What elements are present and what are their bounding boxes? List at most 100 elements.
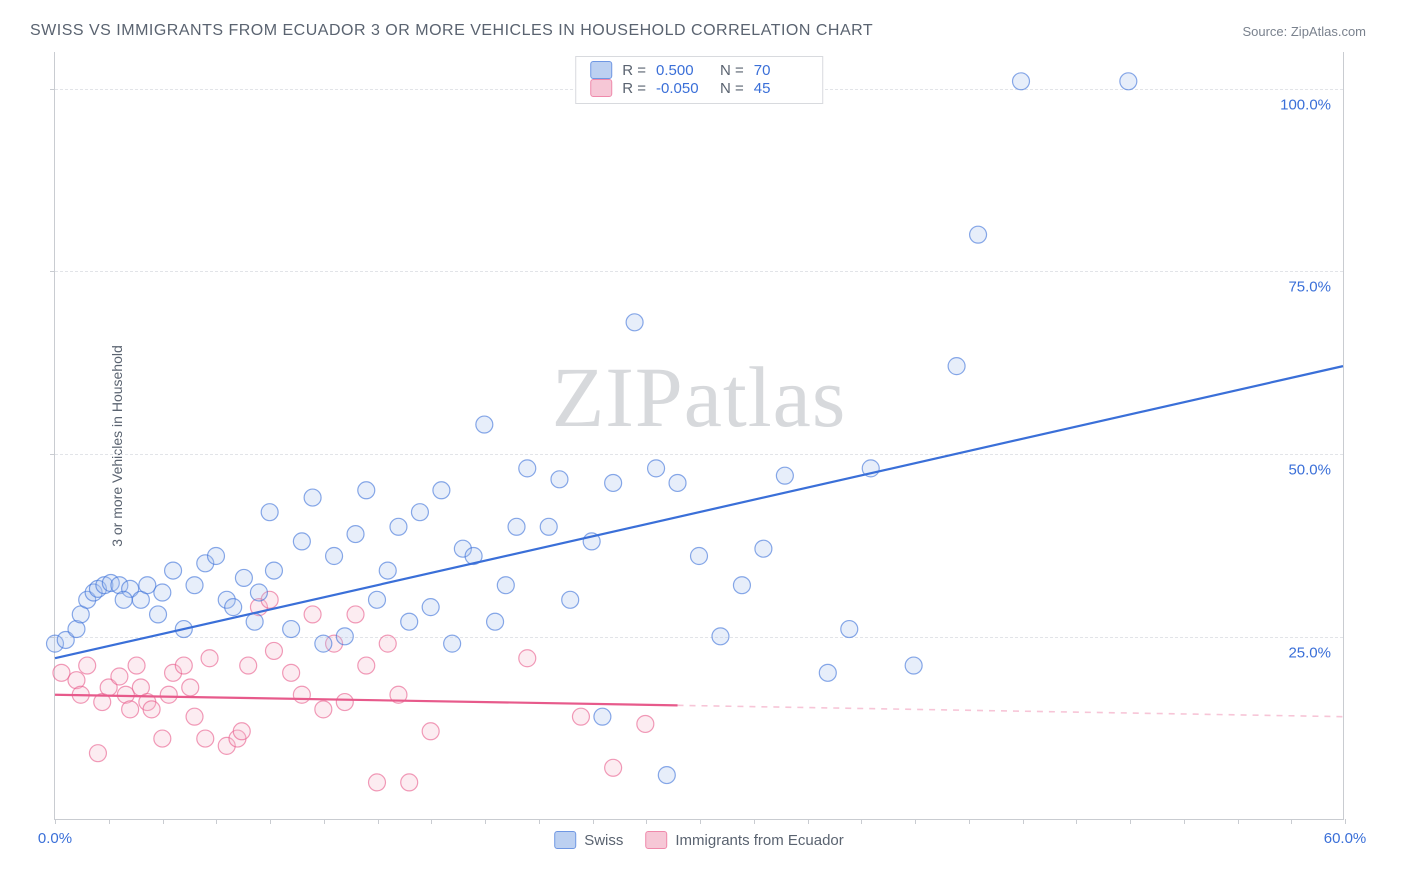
data-point (733, 577, 750, 594)
data-point (970, 226, 987, 243)
trend-line-dashed (678, 705, 1343, 716)
data-point (186, 577, 203, 594)
data-point (154, 730, 171, 747)
data-point (379, 635, 396, 652)
data-point (540, 518, 557, 535)
data-point (261, 504, 278, 521)
legend-stats: R =0.500 N =70 R =-0.050 N =45 (575, 56, 823, 104)
data-point (948, 358, 965, 375)
data-point (293, 533, 310, 550)
data-point (755, 540, 772, 557)
data-point (358, 482, 375, 499)
data-point (315, 701, 332, 718)
data-point (379, 562, 396, 579)
data-point (841, 621, 858, 638)
data-point (819, 664, 836, 681)
data-point (369, 774, 386, 791)
xtick-label: 60.0% (1324, 830, 1367, 847)
legend-series: Swiss Immigrants from Ecuador (554, 831, 844, 849)
data-point (572, 708, 589, 725)
data-point (165, 562, 182, 579)
data-point (197, 730, 214, 747)
data-point (669, 474, 686, 491)
data-point (250, 584, 267, 601)
data-point (476, 416, 493, 433)
data-point (905, 657, 922, 674)
data-point (304, 606, 321, 623)
data-point (150, 606, 167, 623)
data-point (422, 723, 439, 740)
data-point (304, 489, 321, 506)
data-point (519, 460, 536, 477)
data-point (336, 628, 353, 645)
data-point (433, 482, 450, 499)
data-point (1013, 73, 1030, 90)
swatch-ecuador (590, 79, 612, 97)
data-point (265, 642, 282, 659)
data-point (293, 686, 310, 703)
data-point (776, 467, 793, 484)
swatch-swiss (554, 831, 576, 849)
data-point (186, 708, 203, 725)
correlation-chart: ZIPatlas R =0.500 N =70 R =-0.050 N =45 … (54, 52, 1344, 820)
data-point (551, 471, 568, 488)
data-point (648, 460, 665, 477)
data-point (562, 591, 579, 608)
scatter-svg (55, 52, 1343, 819)
data-point (401, 774, 418, 791)
data-point (658, 767, 675, 784)
data-point (1120, 73, 1137, 90)
data-point (139, 577, 156, 594)
data-point (637, 715, 654, 732)
data-point (225, 599, 242, 616)
data-point (444, 635, 461, 652)
data-point (422, 599, 439, 616)
data-point (626, 314, 643, 331)
data-point (240, 657, 257, 674)
source-label: Source: ZipAtlas.com (1242, 24, 1366, 39)
data-point (201, 650, 218, 667)
data-point (336, 694, 353, 711)
data-point (347, 606, 364, 623)
data-point (182, 679, 199, 696)
legend-row: R =0.500 N =70 (590, 61, 808, 79)
data-point (143, 701, 160, 718)
data-point (605, 759, 622, 776)
data-point (115, 591, 132, 608)
data-point (712, 628, 729, 645)
data-point (401, 613, 418, 630)
data-point (283, 621, 300, 638)
data-point (605, 474, 622, 491)
data-point (89, 745, 106, 762)
data-point (53, 664, 70, 681)
data-point (79, 657, 96, 674)
data-point (128, 657, 145, 674)
data-point (594, 708, 611, 725)
data-point (358, 657, 375, 674)
page-title: SWISS VS IMMIGRANTS FROM ECUADOR 3 OR MO… (30, 22, 873, 40)
data-point (111, 668, 128, 685)
data-point (691, 548, 708, 565)
data-point (315, 635, 332, 652)
data-point (154, 584, 171, 601)
data-point (369, 591, 386, 608)
data-point (122, 701, 139, 718)
data-point (347, 526, 364, 543)
data-point (497, 577, 514, 594)
data-point (411, 504, 428, 521)
data-point (246, 613, 263, 630)
data-point (175, 657, 192, 674)
trend-line (55, 366, 1343, 658)
data-point (208, 548, 225, 565)
data-point (390, 518, 407, 535)
swatch-ecuador (645, 831, 667, 849)
data-point (265, 562, 282, 579)
legend-label: Immigrants from Ecuador (675, 832, 843, 849)
data-point (160, 686, 177, 703)
legend-row: R =-0.050 N =45 (590, 79, 808, 97)
data-point (283, 664, 300, 681)
xtick-label: 0.0% (38, 830, 72, 847)
data-point (487, 613, 504, 630)
data-point (519, 650, 536, 667)
legend-label: Swiss (584, 832, 623, 849)
